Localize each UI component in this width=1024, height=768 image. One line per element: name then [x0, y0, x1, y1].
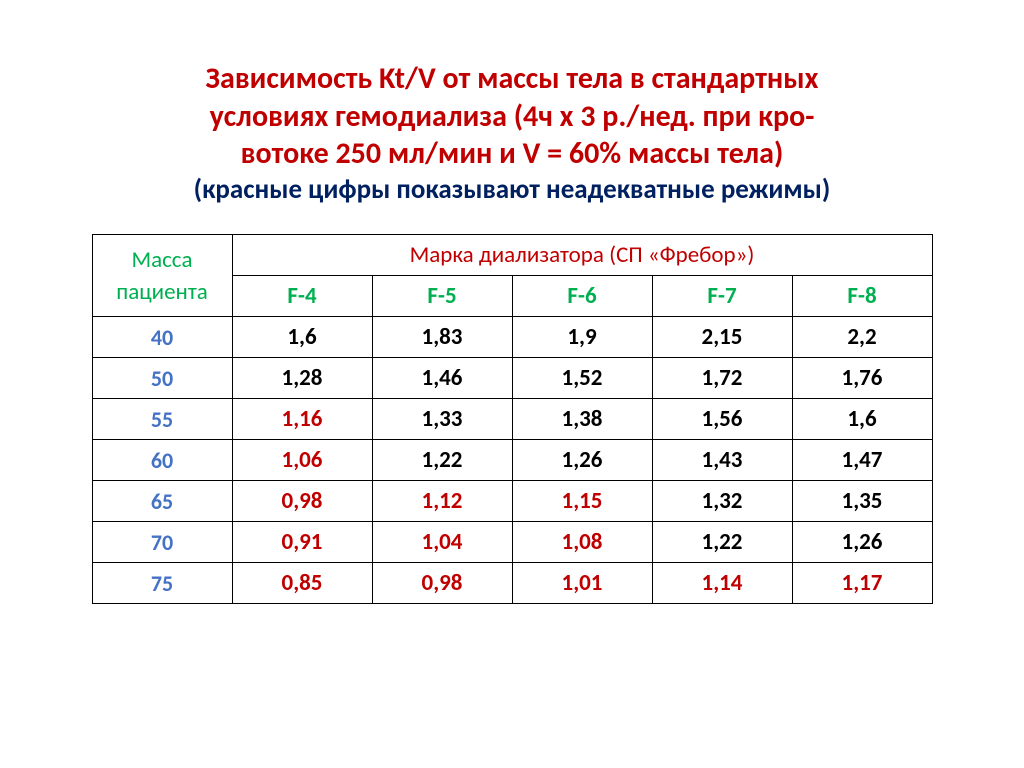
table-row: 551,161,331,381,561,6	[92, 399, 932, 440]
mass-header-bottom: пациента	[97, 276, 228, 308]
value-cell: 1,12	[372, 481, 512, 522]
title-line-2: условиях гемодиализа (4ч х 3 р./нед. при…	[194, 98, 831, 136]
value-cell: 1,38	[512, 399, 652, 440]
value-cell: 1,52	[512, 358, 652, 399]
value-cell: 1,46	[372, 358, 512, 399]
value-cell: 1,35	[792, 481, 932, 522]
mass-cell: 65	[92, 481, 232, 522]
brand-header: Марка диализатора (СП «Фребор»)	[232, 235, 932, 276]
mass-header-top: Масса	[97, 244, 228, 276]
value-cell: 1,14	[652, 563, 792, 604]
title-line-3: вотоке 250 мл/мин и V = 60% массы тела)	[194, 135, 831, 173]
value-cell: 1,83	[372, 317, 512, 358]
value-cell: 1,76	[792, 358, 932, 399]
value-cell: 1,32	[652, 481, 792, 522]
value-cell: 1,01	[512, 563, 652, 604]
dialyzer-header: F-4	[232, 276, 372, 317]
value-cell: 1,15	[512, 481, 652, 522]
table-row: 750,850,981,011,141,17	[92, 563, 932, 604]
value-cell: 1,9	[512, 317, 652, 358]
value-cell: 0,98	[372, 563, 512, 604]
value-cell: 1,56	[652, 399, 792, 440]
value-cell: 1,22	[652, 522, 792, 563]
value-cell: 1,6	[792, 399, 932, 440]
value-cell: 1,26	[512, 440, 652, 481]
mass-cell: 40	[92, 317, 232, 358]
slide: Зависимость Kt/V от массы тела в стандар…	[0, 0, 1024, 768]
value-cell: 1,04	[372, 522, 512, 563]
value-cell: 1,43	[652, 440, 792, 481]
table-row: 501,281,461,521,721,76	[92, 358, 932, 399]
mass-cell: 70	[92, 522, 232, 563]
mass-cell: 55	[92, 399, 232, 440]
value-cell: 2,15	[652, 317, 792, 358]
value-cell: 1,33	[372, 399, 512, 440]
table-row: 700,911,041,081,221,26	[92, 522, 932, 563]
slide-title: Зависимость Kt/V от массы тела в стандар…	[194, 60, 831, 206]
dialyzer-header: F-7	[652, 276, 792, 317]
value-cell: 0,98	[232, 481, 372, 522]
mass-cell: 75	[92, 563, 232, 604]
ktv-table: Масса пациента Марка диализатора (СП «Фр…	[92, 234, 933, 604]
value-cell: 1,72	[652, 358, 792, 399]
value-cell: 0,91	[232, 522, 372, 563]
title-line-1: Зависимость Kt/V от массы тела в стандар…	[194, 60, 831, 98]
value-cell: 1,6	[232, 317, 372, 358]
dialyzer-header: F-8	[792, 276, 932, 317]
value-cell: 1,22	[372, 440, 512, 481]
value-cell: 1,26	[792, 522, 932, 563]
table-row: 650,981,121,151,321,35	[92, 481, 932, 522]
value-cell: 1,17	[792, 563, 932, 604]
mass-cell: 50	[92, 358, 232, 399]
mass-header: Масса пациента	[92, 235, 232, 317]
value-cell: 2,2	[792, 317, 932, 358]
value-cell: 1,08	[512, 522, 652, 563]
table-row: 601,061,221,261,431,47	[92, 440, 932, 481]
table-row: 401,61,831,92,152,2	[92, 317, 932, 358]
value-cell: 0,85	[232, 563, 372, 604]
mass-cell: 60	[92, 440, 232, 481]
value-cell: 1,16	[232, 399, 372, 440]
title-subtitle: (красные цифры показывают неадекватные р…	[194, 173, 831, 207]
value-cell: 1,47	[792, 440, 932, 481]
value-cell: 1,06	[232, 440, 372, 481]
value-cell: 1,28	[232, 358, 372, 399]
table-header-row-1: Масса пациента Марка диализатора (СП «Фр…	[92, 235, 932, 276]
dialyzer-header: F-5	[372, 276, 512, 317]
dialyzer-header: F-6	[512, 276, 652, 317]
